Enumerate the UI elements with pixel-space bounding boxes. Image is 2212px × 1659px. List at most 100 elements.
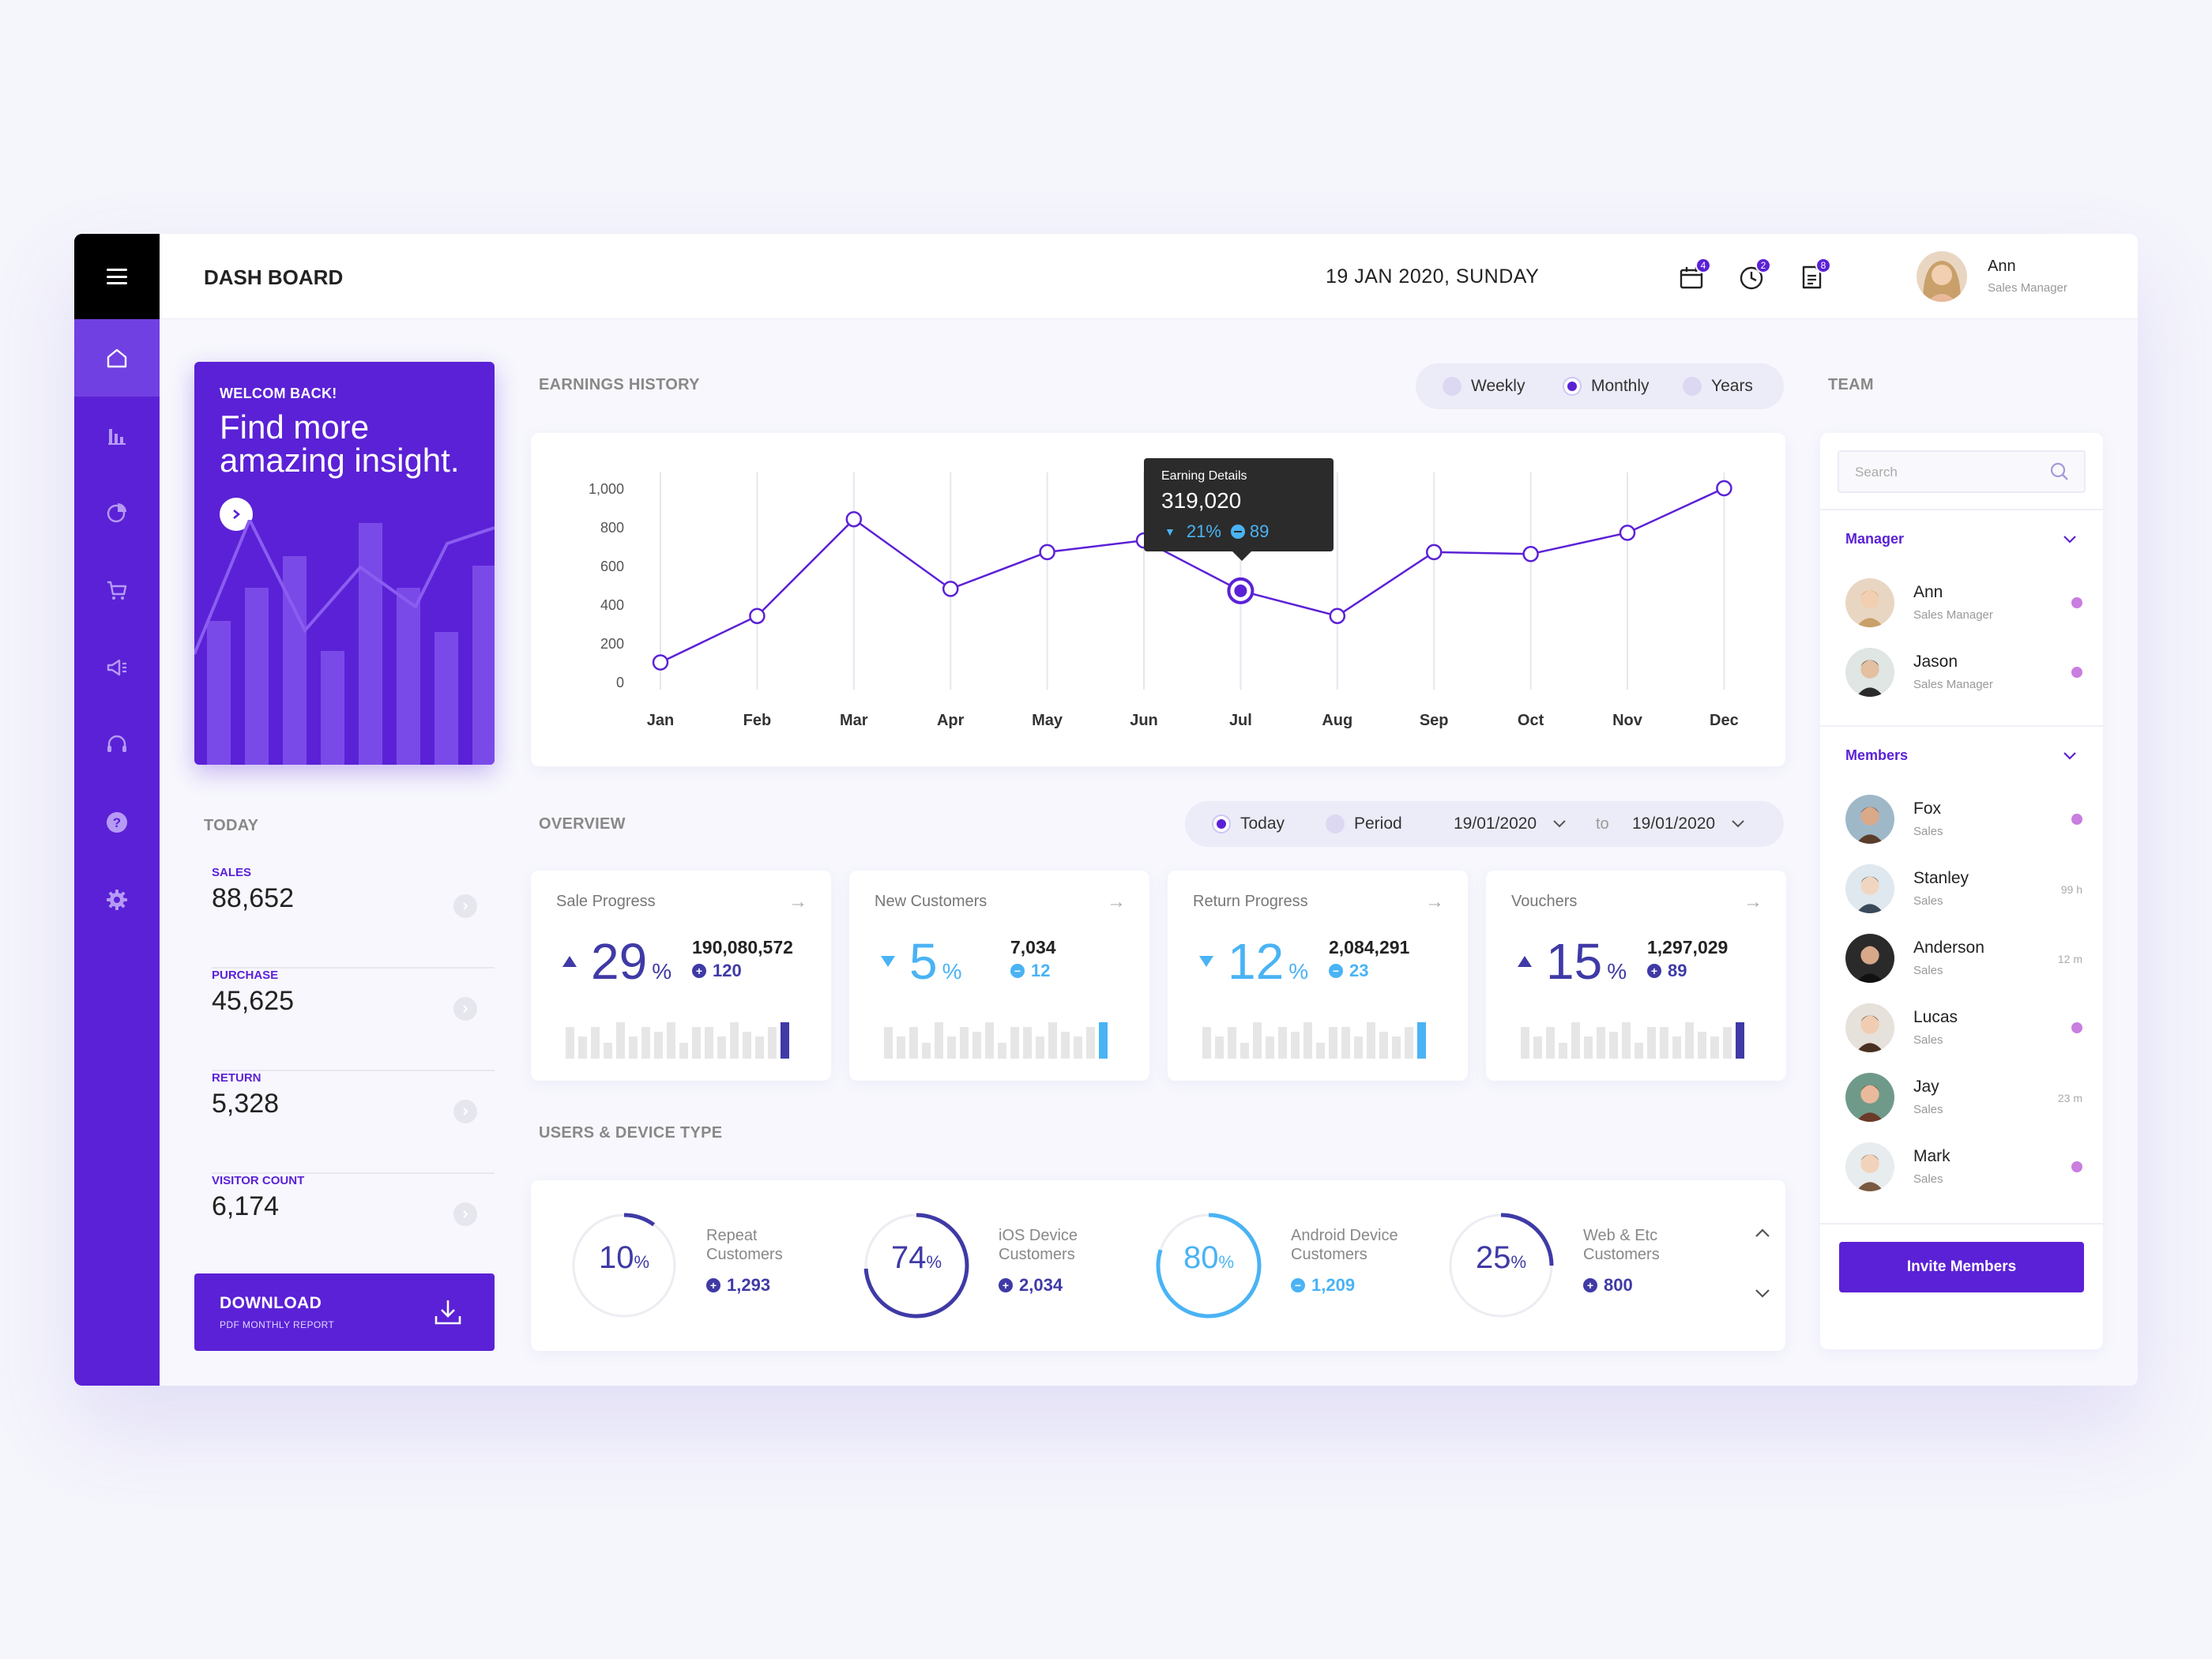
chevron-down-icon[interactable] <box>2062 534 2078 545</box>
member-avatar <box>1845 795 1894 844</box>
arrow-right-icon[interactable]: → <box>1107 891 1126 912</box>
data-point[interactable] <box>652 654 669 671</box>
x-tick-label: Oct <box>1518 712 1544 729</box>
data-point[interactable] <box>749 608 766 624</box>
calendar-button[interactable]: 4 <box>1678 258 1711 291</box>
mini-bar <box>1546 1027 1555 1059</box>
mini-bar <box>1672 1036 1681 1059</box>
overview-card-sale-progress[interactable]: Sale Progress → 29% 190,080,572 +120 <box>531 871 831 1081</box>
team-member-row[interactable]: Jason Sales Manager <box>1845 648 2082 703</box>
team-member-row[interactable]: Stanley Sales 99 h <box>1845 864 2082 920</box>
team-member-row[interactable]: Lucas Sales <box>1845 1003 2082 1059</box>
filter-option-today[interactable]: Today <box>1212 801 1285 847</box>
mini-bar <box>692 1027 701 1059</box>
chevron-up-icon[interactable] <box>1754 1228 1771 1239</box>
sidebar-item-support[interactable] <box>74 706 160 784</box>
date-to-select[interactable]: 19/01/2020 <box>1632 801 1745 847</box>
mini-bar <box>1609 1032 1618 1059</box>
device-label: Android Device Customers <box>1291 1227 1398 1263</box>
period-option-monthly[interactable]: Monthly <box>1563 363 1650 409</box>
mini-bar <box>1710 1036 1719 1059</box>
sidebar-item-reports[interactable] <box>74 474 160 551</box>
sidebar-item-shop[interactable] <box>74 551 160 629</box>
mini-bar <box>743 1032 751 1059</box>
help-icon: ? <box>107 812 127 833</box>
member-name: Jay <box>1913 1078 1939 1096</box>
menu-button[interactable] <box>74 234 160 319</box>
home-icon <box>107 348 127 368</box>
invite-members-button[interactable]: Invite Members <box>1839 1242 2084 1292</box>
pie-chart-icon <box>107 503 126 523</box>
download-report-button[interactable]: DOWNLOAD PDF MONTHLY REPORT <box>194 1273 495 1351</box>
arrow-right-icon[interactable]: → <box>1425 891 1444 912</box>
data-point[interactable] <box>1425 544 1443 561</box>
amount-value: 1,297,029 <box>1647 937 1729 957</box>
sidebar-item-home[interactable] <box>74 319 160 397</box>
earnings-series-line <box>660 487 1725 664</box>
data-point[interactable] <box>1329 608 1346 624</box>
members-group-label: Members <box>1845 747 1909 763</box>
team-member-row[interactable]: Jay Sales 23 m <box>1845 1073 2082 1128</box>
mini-bar <box>591 1027 600 1059</box>
member-avatar <box>1845 1142 1894 1191</box>
mini-bar <box>1736 1022 1744 1059</box>
overview-card-new-customers[interactable]: New Customers → 5% 7,034 −12 <box>849 871 1149 1081</box>
overview-card-return-progress[interactable]: Return Progress → 12% 2,084,291 −23 <box>1168 871 1468 1081</box>
sidebar-item-statistics[interactable] <box>74 397 160 474</box>
overview-card-vouchers[interactable]: Vouchers → 15% 1,297,029 +89 <box>1486 871 1786 1081</box>
data-point[interactable] <box>1716 480 1732 497</box>
mini-bar <box>1278 1027 1287 1059</box>
member-avatar <box>1845 1073 1894 1122</box>
device-count: +1,293 <box>706 1275 770 1296</box>
chevron-down-icon[interactable] <box>2062 750 2078 762</box>
team-member-row[interactable]: Mark Sales <box>1845 1142 2082 1198</box>
device-label: Web & Etc Customers <box>1583 1227 1660 1263</box>
welcome-headline: Find more amazing insight. <box>220 408 460 479</box>
mini-bar <box>1647 1027 1656 1059</box>
member-role: Sales <box>1913 825 1943 838</box>
team-member-row[interactable]: Anderson Sales 12 m <box>1845 934 2082 989</box>
overview-section-label: OVERVIEW <box>539 815 626 833</box>
mini-bar <box>947 1036 956 1059</box>
sidebar-item-marketing[interactable] <box>74 629 160 706</box>
mini-bar <box>616 1022 625 1059</box>
sidebar-item-help[interactable]: ? <box>74 784 160 861</box>
data-point[interactable] <box>942 581 959 597</box>
team-search-input[interactable]: Search <box>1838 450 2086 493</box>
member-role: Sales <box>1913 894 1943 908</box>
team-member-row[interactable]: Ann Sales Manager <box>1845 578 2082 634</box>
stat-detail-button[interactable] <box>453 894 477 918</box>
documents-button[interactable]: 8 <box>1798 258 1831 291</box>
period-option-years[interactable]: Years <box>1683 363 1753 409</box>
trend-up-icon <box>562 956 577 967</box>
mini-bar <box>1074 1036 1082 1059</box>
stat-detail-button[interactable] <box>453 997 477 1021</box>
mini-bar <box>781 1022 789 1059</box>
mini-bar-chart <box>566 1022 789 1059</box>
stat-detail-button[interactable] <box>453 1202 477 1226</box>
user-avatar[interactable] <box>1917 251 1967 302</box>
stat-detail-button[interactable] <box>453 1100 477 1123</box>
team-member-row[interactable]: Fox Sales <box>1845 795 2082 850</box>
filter-option-period[interactable]: Period <box>1326 801 1402 847</box>
change-count: −12 <box>1010 961 1050 981</box>
mini-bar <box>1240 1043 1249 1059</box>
y-tick-label: 800 <box>600 520 624 536</box>
mini-bar <box>1048 1022 1057 1059</box>
arrow-right-icon[interactable]: → <box>788 891 807 912</box>
mini-bar <box>1291 1032 1300 1059</box>
arrow-right-icon[interactable]: → <box>1744 891 1762 912</box>
member-avatar <box>1845 864 1894 913</box>
data-point[interactable] <box>845 510 863 528</box>
history-button[interactable]: 2 <box>1738 258 1771 291</box>
data-point[interactable] <box>1039 544 1055 561</box>
chevron-down-icon[interactable] <box>2136 269 2138 281</box>
x-tick-label: Nov <box>1612 712 1643 729</box>
date-from-select[interactable]: 19/01/2020 <box>1454 801 1567 847</box>
data-point[interactable] <box>1619 525 1636 541</box>
data-point[interactable] <box>1522 546 1539 562</box>
period-option-weekly[interactable]: Weekly <box>1443 363 1525 409</box>
sidebar-item-settings[interactable] <box>74 861 160 939</box>
tooltip-title: Earning Details <box>1161 469 1247 483</box>
chevron-down-icon[interactable] <box>1754 1288 1771 1299</box>
